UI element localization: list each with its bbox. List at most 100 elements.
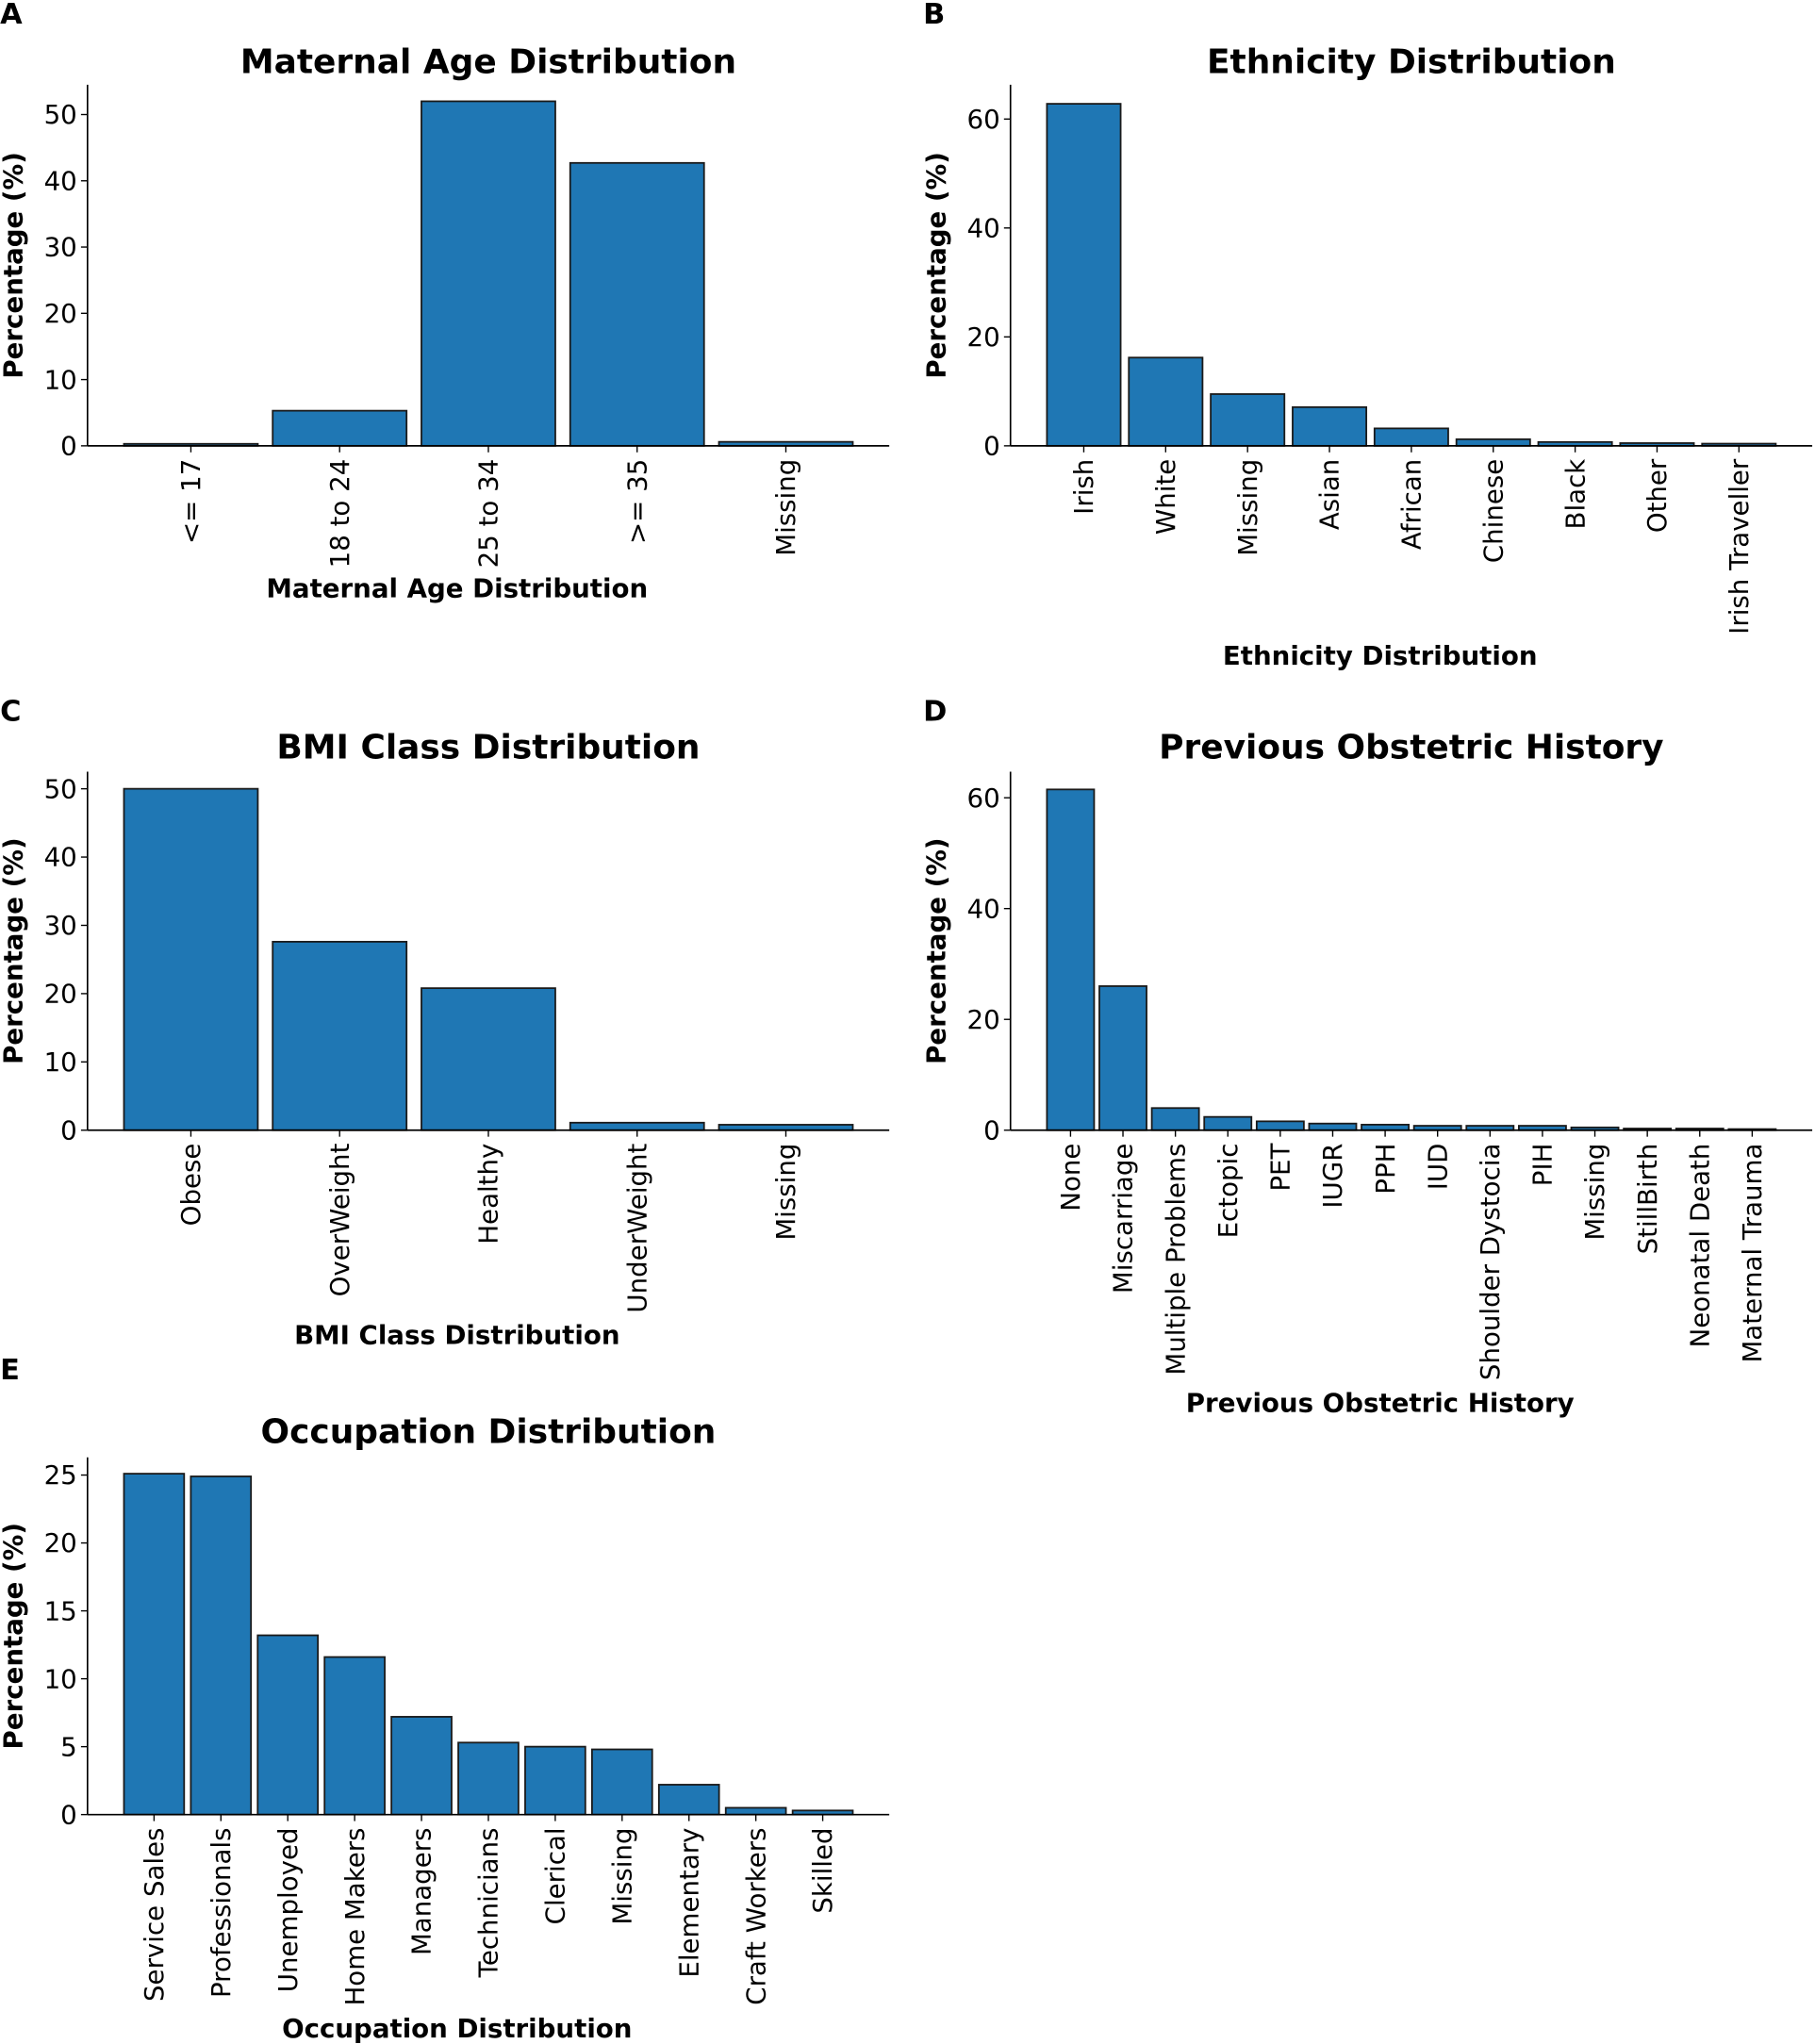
x-tick-label: Craft Workers: [740, 1827, 771, 2004]
y-axis-label: Percentage (%): [0, 837, 29, 1063]
bar: [1308, 1122, 1358, 1131]
y-tick-label: 20: [966, 1004, 999, 1035]
y-axis-label: Percentage (%): [0, 1523, 29, 1749]
x-tick-label: Missing: [606, 1827, 637, 1924]
y-tick-label: 15: [44, 1595, 77, 1626]
x-tick-label: White: [1150, 459, 1181, 535]
bar: [1098, 985, 1147, 1131]
bar: [1150, 1107, 1200, 1131]
x-tick-label: Missing: [770, 1144, 801, 1241]
x-tick-label: Technicians: [473, 1827, 504, 1978]
x-tick-label: Skilled: [807, 1827, 838, 1913]
bar: [256, 1634, 320, 1816]
y-tick-label: 20: [44, 979, 77, 1010]
y-axis-label: Percentage (%): [921, 152, 952, 378]
x-tick-label: Healthy: [473, 1144, 504, 1245]
x-tick-label: Shoulder Dystocia: [1475, 1144, 1506, 1380]
y-tick-label: 0: [60, 431, 77, 462]
x-tick-label: Missing: [770, 459, 801, 556]
chart-title: Ethnicity Distribution: [1207, 42, 1616, 81]
panel-d: D Previous Obstetric History None Miscarria…: [921, 696, 1813, 1418]
bar: [123, 1473, 186, 1816]
bar: [457, 1741, 520, 1816]
bar: [718, 1124, 854, 1131]
bar: [591, 1748, 653, 1816]
chart-title: Previous Obstetric History: [1159, 729, 1663, 767]
bar: [1361, 1123, 1411, 1131]
x-tick-label: StillBirth: [1632, 1144, 1663, 1255]
x-tick-label: OverWeight: [324, 1143, 355, 1296]
chart-title: BMI Class Distribution: [276, 729, 700, 767]
y-axis-label: Percentage (%): [0, 152, 29, 378]
bar: [272, 940, 408, 1131]
bar: [390, 1716, 453, 1816]
y-tick-label: 20: [44, 1527, 77, 1558]
y-tick-label: 40: [44, 165, 77, 196]
y-tick-label: 50: [44, 99, 77, 130]
bar: [657, 1784, 720, 1816]
x-tick-label: Irish: [1068, 459, 1099, 515]
panel-b: B Ethnicity Distribution Irish White Missing…: [921, 0, 1813, 671]
x-axis-label: BMI Class Distribution: [294, 1320, 619, 1351]
y-tick-label: 0: [983, 431, 1000, 462]
y-tick-label: 5: [60, 1731, 77, 1762]
y-tick-label: 10: [44, 1047, 77, 1078]
panel-letter: C: [0, 696, 21, 729]
x-tick-label: Neonatal Death: [1684, 1144, 1715, 1348]
x-axis-label: Ethnicity Distribution: [1223, 640, 1538, 671]
bar: [421, 987, 556, 1131]
y-tick-label: 60: [966, 783, 999, 814]
x-tick-label: IUD: [1422, 1144, 1453, 1191]
x-axis-label: Maternal Age Distribution: [266, 572, 648, 603]
y-tick-label: 40: [44, 842, 77, 873]
x-axis-label: Occupation Distribution: [282, 2013, 632, 2044]
panel-letter: D: [923, 696, 947, 729]
bar: [323, 1656, 386, 1816]
panel-letter: B: [923, 0, 945, 31]
y-tick-label: 50: [44, 773, 77, 804]
x-tick-label: Irish Traveller: [1724, 458, 1755, 635]
x-tick-label: Clerical: [540, 1827, 571, 1924]
y-tick-label: 30: [44, 232, 77, 263]
y-tick-label: 10: [44, 1663, 77, 1694]
x-tick-label: UnderWeight: [621, 1143, 652, 1312]
y-axis-label: Percentage (%): [921, 837, 952, 1063]
chart-title: Occupation Distribution: [261, 1413, 717, 1452]
y-tick-label: 30: [44, 910, 77, 941]
x-tick-label: Missing: [1579, 1144, 1610, 1241]
bar: [1203, 1115, 1253, 1131]
bar: [569, 1121, 705, 1131]
bar: [1292, 405, 1368, 447]
y-tick-label: 0: [60, 1799, 77, 1830]
bar: [724, 1806, 787, 1816]
x-tick-label: IUGR: [1317, 1144, 1348, 1209]
x-tick-label: >= 35: [621, 459, 652, 544]
bar: [1128, 356, 1204, 447]
x-tick-label: Miscarriage: [1108, 1144, 1139, 1294]
y-tick-label: 40: [966, 893, 999, 924]
x-tick-label: Professionals: [206, 1827, 237, 1998]
y-tick-label: 0: [983, 1114, 1000, 1146]
bar: [569, 161, 705, 447]
x-tick-label: African: [1396, 459, 1427, 550]
x-tick-label: Other: [1642, 458, 1673, 533]
x-tick-label: Asian: [1314, 459, 1345, 530]
x-tick-label: Service Sales: [139, 1827, 170, 2002]
x-tick-label: Missing: [1232, 459, 1263, 556]
y-tick-label: 60: [966, 104, 999, 135]
panel-c: C BMI Class Distribution Obese OverWeight He…: [0, 696, 890, 1351]
panel-letter: E: [0, 1354, 20, 1387]
x-tick-label: Black: [1559, 459, 1591, 530]
x-axis-label: Previous Obstetric History: [1186, 1387, 1575, 1418]
x-tick-label: Chinese: [1477, 459, 1509, 563]
x-tick-label: Managers: [406, 1827, 437, 1955]
x-tick-label: None: [1055, 1144, 1086, 1212]
x-tick-label: Unemployed: [272, 1827, 304, 1992]
y-tick-label: 40: [966, 212, 999, 243]
panel-e: E Occupation Distribution Service Sales Pro…: [0, 1354, 890, 2044]
panel-letter: A: [0, 0, 23, 31]
y-tick-label: 20: [966, 321, 999, 353]
bar: [272, 409, 408, 447]
panel-a: A Maternal Age Distribution <= 17 18 to 24 2…: [0, 0, 890, 603]
